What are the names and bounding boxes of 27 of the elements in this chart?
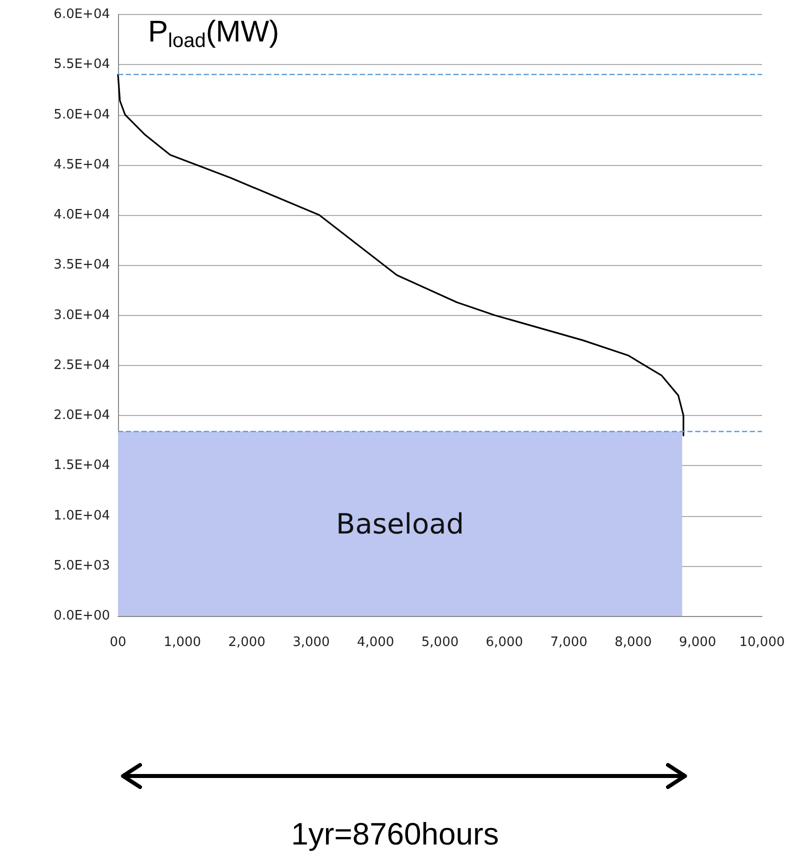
series-label: Baseload — [336, 507, 464, 540]
x-tick-label: 9,000 — [678, 635, 716, 650]
line-series — [117, 74, 684, 436]
text: 1yr=8760hours — [291, 816, 499, 852]
x-tick-label: 1,000 — [164, 635, 202, 650]
x-tick-label: 4,000 — [356, 635, 394, 650]
y-tick-label: 0.0E+00 — [54, 608, 110, 624]
y-tick-label: 4.0E+04 — [54, 208, 110, 222]
y-tick-label: 5.0E+03 — [54, 558, 110, 574]
y-tick-label: 5.5E+04 — [54, 57, 110, 72]
y-tick-label: 1.0E+04 — [54, 508, 110, 524]
x-tick-label: 3,000 — [292, 635, 330, 650]
y-tick-label: 2.5E+04 — [54, 358, 110, 373]
y-tick-label: 4.5E+04 — [54, 157, 110, 172]
x-tick-label: 2,000 — [228, 635, 266, 650]
y-tick-label: 3.0E+04 — [54, 308, 110, 323]
x-tick-label: 10,000 — [739, 635, 785, 650]
x-tick-label: 7,000 — [550, 635, 588, 650]
y-tick-label: 1.5E+04 — [54, 458, 110, 474]
y-tick-label: 2.0E+04 — [54, 408, 110, 423]
y-tick-label: 6.0E+04 — [54, 7, 110, 22]
x-tick-label: 8,000 — [614, 635, 652, 650]
x-tick-label: 5,000 — [421, 635, 459, 650]
y-tick-label: 5.0E+04 — [54, 107, 110, 122]
x-tick-label: 6,000 — [486, 635, 524, 650]
y-tick-label: 3.5E+04 — [54, 258, 110, 273]
x-tick-label: 00 — [110, 635, 126, 650]
